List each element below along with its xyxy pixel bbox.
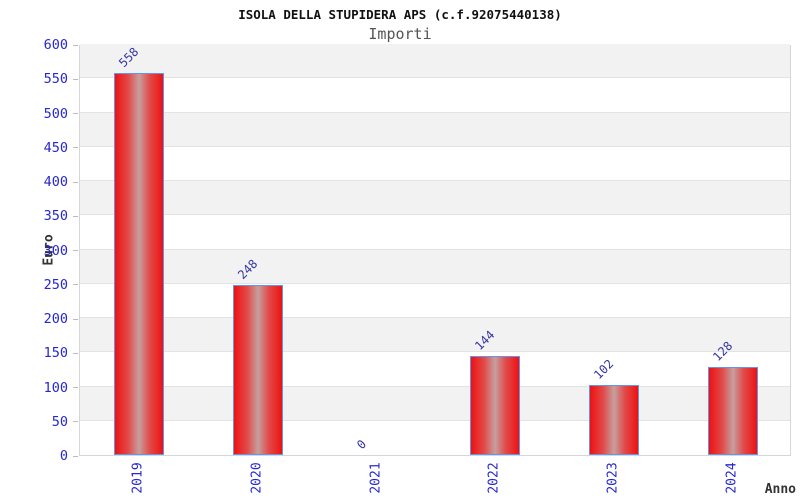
y-tick-mark: [73, 352, 78, 354]
y-tick-mark: [73, 78, 78, 80]
gridline: [80, 180, 790, 181]
plot-background-band: [80, 112, 790, 147]
y-tick-label: 300: [43, 242, 68, 259]
y-tick-mark: [73, 113, 78, 114]
plot-background-band: [80, 420, 790, 455]
plot-area: [79, 44, 791, 456]
y-tick-mark: [73, 147, 78, 149]
y-tick-mark: [73, 318, 78, 320]
bar-2023: [589, 385, 639, 455]
y-tick-label: 500: [43, 105, 68, 122]
y-tick-mark: [73, 455, 78, 457]
gridline: [80, 317, 790, 318]
x-tick-label: 2024: [724, 462, 740, 494]
gridline: [80, 214, 790, 216]
y-tick-label: 0: [59, 448, 68, 464]
plot-background-band: [80, 249, 790, 284]
plot-background-band: [80, 318, 790, 353]
plot-background-band: [80, 283, 790, 318]
y-tick-label: 400: [43, 174, 68, 190]
y-tick-label: 250: [43, 276, 68, 293]
y-tick-mark: [73, 250, 78, 251]
x-tick-label: 2019: [130, 462, 146, 494]
y-tick-label: 550: [43, 71, 68, 88]
x-axis-title: Anno: [764, 482, 796, 497]
y-tick-label: 100: [43, 379, 68, 396]
gridline: [80, 351, 790, 353]
y-tick-mark: [73, 387, 78, 388]
y-tick-label: 600: [43, 37, 68, 53]
bar-2022: [470, 356, 521, 455]
gridline: [80, 145, 790, 147]
chart-subtitle: Importi: [368, 25, 432, 43]
y-tick-mark: [73, 215, 78, 217]
x-tick-label: 2021: [368, 462, 384, 494]
plot-background-band: [80, 352, 790, 387]
y-tick-label: 50: [51, 413, 68, 430]
x-tick-label: 2020: [249, 462, 265, 494]
plot-background-band: [80, 386, 790, 421]
x-tick-label: 2023: [605, 462, 621, 494]
plot-background-band: [80, 215, 790, 250]
chart-title: ISOLA DELLA STUPIDERA APS (c.f.920754401…: [238, 7, 562, 22]
y-tick-mark: [73, 284, 78, 286]
y-tick-label: 350: [43, 208, 68, 225]
y-tick-label: 150: [43, 345, 68, 362]
gridline: [80, 77, 790, 79]
gridline: [80, 385, 790, 387]
y-tick-label: 200: [43, 311, 68, 327]
plot-background-band: [80, 44, 790, 79]
plot-background-band: [80, 146, 790, 181]
gridline: [80, 282, 790, 284]
bar-2020: [233, 285, 283, 455]
x-tick-label: 2022: [486, 462, 502, 494]
gridline: [80, 248, 790, 250]
plot-background-band: [80, 181, 790, 216]
gridline: [80, 111, 790, 113]
gridline: [80, 419, 790, 421]
y-tick-mark: [73, 181, 78, 183]
y-tick-mark: [73, 44, 78, 46]
bar-2019: [114, 72, 165, 455]
y-tick-mark: [73, 421, 78, 423]
y-tick-label: 450: [43, 139, 68, 156]
bar-2024: [707, 367, 758, 455]
plot-background-band: [80, 78, 790, 113]
